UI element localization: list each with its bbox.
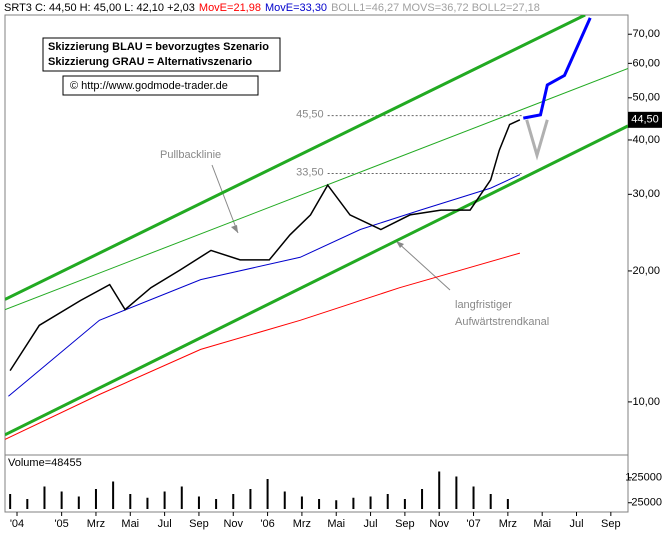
- volume-bar: [197, 496, 200, 509]
- y-tick-label: 40,00: [632, 134, 660, 146]
- volume-bar: [215, 499, 218, 509]
- x-tick-label: Mrz: [87, 518, 105, 530]
- note-box: Skizzierung BLAU = bevorzugtes Szenario …: [42, 37, 281, 96]
- y-tick-label: 125000: [625, 472, 662, 484]
- x-tick-label: Sep: [601, 518, 621, 530]
- volume-bar: [146, 497, 149, 509]
- x-tick-label: '04: [10, 518, 24, 530]
- volume-bar: [438, 471, 441, 509]
- volume-bar: [455, 476, 458, 509]
- volume-bar: [472, 486, 475, 509]
- x-tick-label: '07: [466, 518, 480, 530]
- volume-bar: [489, 494, 492, 509]
- volume-bar: [232, 494, 235, 509]
- header-item: BOLL1=46,27 MOVS=36,72 BOLL2=27,18: [331, 2, 540, 14]
- volume-bar: [43, 486, 46, 509]
- arrow: [395, 240, 451, 291]
- x-tick-label: Nov: [429, 518, 449, 530]
- volume-bar: [403, 499, 406, 509]
- line: [9, 119, 521, 372]
- volume-bar: [283, 491, 286, 509]
- volume-bar: [386, 494, 389, 509]
- y-tick-label: 10,00: [632, 396, 660, 408]
- price-tag-label: 44,50: [631, 114, 659, 126]
- volume-bar: [163, 491, 166, 509]
- volume-bar: [266, 479, 269, 509]
- header-item: SRT3 C: 44,50 H: 45,00 L: 42,10 +2,03: [4, 2, 195, 14]
- x-tick-label: Jul: [569, 518, 583, 530]
- volume-label: Volume=48455: [8, 457, 82, 469]
- volume-bar: [77, 496, 80, 509]
- volume-bar: [421, 489, 424, 509]
- volume-bar: [9, 494, 12, 509]
- volume-bar: [180, 486, 183, 509]
- note-frame: [62, 75, 259, 96]
- y-tick-label: 60,00: [632, 57, 660, 69]
- y-tick-label: 50,00: [632, 92, 660, 104]
- volume-bar: [60, 491, 63, 509]
- volume-bar: [249, 489, 252, 509]
- volume-bar: [318, 499, 321, 509]
- line: [523, 17, 592, 120]
- x-tick-label: Mrz: [499, 518, 517, 530]
- x-tick-label: '05: [54, 518, 68, 530]
- annotation: langfristiger: [455, 299, 512, 311]
- x-tick-label: Sep: [395, 518, 415, 530]
- y-tick-label: 30,00: [632, 188, 660, 200]
- x-tick-label: Sep: [189, 518, 209, 530]
- line: [8, 174, 521, 397]
- price-tag: [628, 111, 662, 128]
- line: [5, 68, 628, 311]
- plot-area: 33,50 45,50: [5, 15, 628, 440]
- arrow-head: [231, 225, 238, 233]
- volume-bar: [369, 496, 372, 509]
- volume-bar: [112, 481, 115, 509]
- header-item: MovE=21,98: [199, 2, 261, 14]
- line: [5, 124, 628, 437]
- arrow: [211, 164, 239, 234]
- volume-bar: [352, 497, 355, 509]
- volume-bar: [94, 489, 97, 509]
- volume-bar: [335, 500, 338, 509]
- header: SRT3 C: 44,50 H: 45,00 L: 42,10 +2,03 Mov…: [4, 2, 540, 14]
- volume-bar: [26, 499, 29, 509]
- note: Skizzierung BLAU = bevorzugtes Szenario: [48, 41, 269, 53]
- y-tick-label: 70,00: [632, 28, 660, 40]
- x-tick-label: Nov: [223, 518, 243, 530]
- note: Skizzierung GRAU = Alternativszenario: [48, 56, 252, 68]
- x-tick-label: Jul: [364, 518, 378, 530]
- volume-bar: [506, 499, 509, 509]
- y-tick-label: 20,00: [632, 265, 660, 277]
- line: [525, 119, 549, 161]
- line: [5, 15, 586, 301]
- x-tick-label: Mai: [533, 518, 551, 530]
- level-label: 33,50: [296, 166, 324, 178]
- level-label: 45,50: [296, 109, 324, 121]
- volume-frame: [4, 454, 629, 513]
- annotation: Pullbacklinie: [160, 149, 221, 161]
- header-item: MovE=33,30: [265, 2, 327, 14]
- y-tick-label: 25000: [631, 497, 662, 509]
- note: © http://www.godmode-trader.de: [70, 80, 228, 92]
- note-frame: [42, 37, 281, 72]
- x-tick-label: Mai: [121, 518, 139, 530]
- volume-bar: [300, 496, 303, 509]
- volume-bar: [129, 494, 132, 509]
- annotation: Aufwärtstrendkanal: [455, 316, 549, 328]
- x-tick-label: Jul: [158, 518, 172, 530]
- x-tick-label: Mai: [327, 518, 345, 530]
- arrow-head: [396, 241, 404, 248]
- x-tick-label: Mrz: [293, 518, 311, 530]
- x-tick-label: '06: [260, 518, 274, 530]
- line: [5, 252, 521, 440]
